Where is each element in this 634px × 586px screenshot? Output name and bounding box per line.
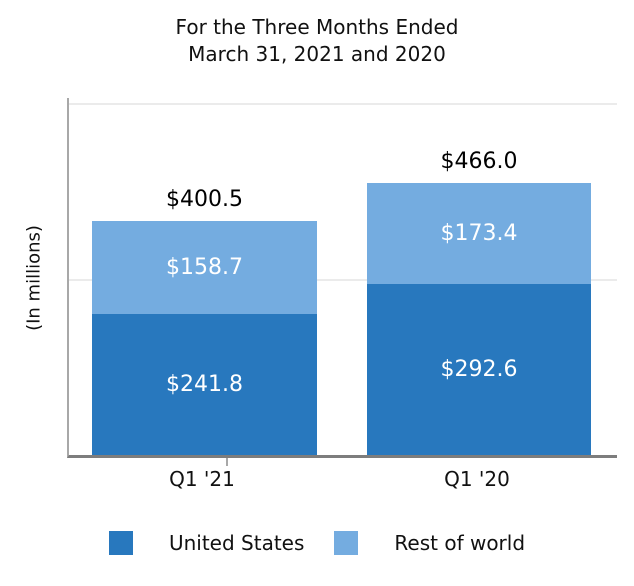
segment-value-label: $173.4: [440, 220, 518, 246]
bar-segment-united-states-q1-20: $292.6: [367, 284, 591, 455]
plot-area: $400.5 $158.7 $241.8 $466.0 $173.4 $292.…: [67, 98, 617, 466]
legend-entry-united-states: United States: [108, 531, 305, 555]
bar-segment-rest-of-world-q1-20: $173.4: [367, 182, 591, 285]
chart-title-line-1: For the Three Months Ended: [175, 15, 459, 39]
legend-label-rest-of-world: Rest of world: [394, 531, 526, 555]
gridline-600: [69, 103, 617, 106]
segment-value-label: $292.6: [440, 357, 518, 383]
legend-swatch-rest-of-world: [334, 531, 359, 555]
bar-segment-rest-of-world-q1-21: $158.7: [92, 221, 317, 314]
chart-title: For the Three Months Ended March 31, 202…: [0, 14, 634, 68]
bar-segment-united-states-q1-21: $241.8: [92, 313, 317, 455]
bar-q1-21: $400.5 $158.7 $241.8: [92, 98, 317, 466]
legend-swatch-united-states: [108, 531, 133, 555]
segment-value-label: $158.7: [166, 254, 243, 280]
legend-entry-rest-of-world: Rest of world: [334, 531, 525, 555]
legend: United States Rest of world: [0, 531, 634, 555]
gridline-300: [69, 278, 617, 281]
chart-title-line-2: March 31, 2021 and 2020: [188, 42, 446, 66]
bar-q1-20: $466.0 $173.4 $292.6: [367, 98, 591, 455]
x-axis-tick-q1-21: [226, 458, 228, 466]
x-axis-label-q1-20: Q1 '20: [444, 467, 510, 491]
legend-label-united-states: United States: [168, 531, 305, 555]
segment-value-label: $241.8: [166, 371, 243, 397]
x-axis-label-q1-21: Q1 '21: [169, 467, 235, 491]
total-value-label-q1-21: $400.5: [166, 187, 243, 212]
y-axis-label: (In millions): [23, 225, 45, 331]
total-value-label-q1-20: $466.0: [440, 148, 518, 174]
